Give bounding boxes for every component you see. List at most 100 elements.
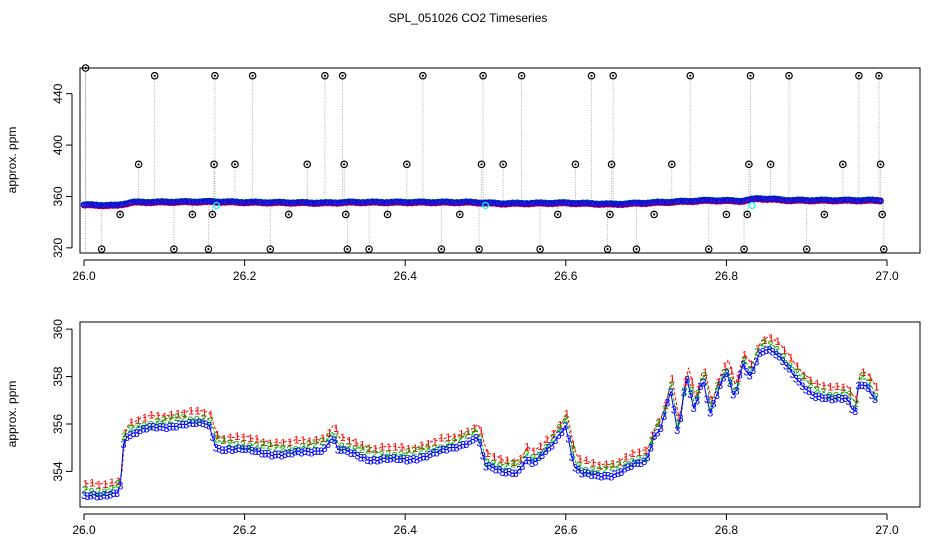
bottom-series-3-point: 3 [216,443,222,455]
bottom-series-2-point: 2 [807,379,813,391]
bottom-series-3-point: 3 [460,440,466,452]
bottom-series-3-point: 3 [223,445,229,457]
bottom-series-3-point: 3 [249,446,255,458]
bottom-series-3-point: 3 [757,348,763,360]
bottom-series-1-point: 1 [293,434,299,446]
top-outlier-center [725,213,728,216]
bottom-series-3-point: 3 [552,435,558,447]
figure-title: SPL_051026 CO2 Timeseries [389,11,548,25]
bottom-series-2-point: 2 [596,465,602,477]
bottom-series-2-point: 2 [655,418,661,430]
bottom-series-2-point: 2 [266,441,272,453]
bottom-series-1-point: 1 [155,410,161,422]
bottom-series-3-point: 3 [806,386,812,398]
bottom-series-2-point: 2 [200,413,206,425]
bottom-series-1-point: 1 [775,336,781,348]
bottom-series-1-point: 1 [537,441,543,453]
bottom-series-3-point: 3 [668,387,674,399]
bottom-series-1-point: 1 [834,381,840,393]
top-outlier-center [84,66,87,70]
bottom-series-1-point: 1 [89,477,95,489]
top-outlier-center [606,248,609,251]
bottom-series-3-point: 3 [457,440,463,452]
top-outlier-point [475,245,483,253]
bottom-series-3-point: 3 [305,446,311,458]
bottom-series-1-point: 1 [696,384,702,396]
bottom-series-3-point: 3 [322,443,328,455]
bottom-series-3-point: 3 [256,446,262,458]
bottom-series-3-point: 3 [714,390,720,402]
bottom-series-2-point: 2 [602,464,608,476]
bottom-series-2-point: 2 [761,338,767,350]
bottom-series-3-point: 3 [335,444,341,456]
bottom-series-2-point: 2 [411,446,417,458]
bottom-series-2-point: 2 [293,445,299,457]
top-outlier-center [742,248,746,251]
bottom-series-3-point: 3 [272,450,278,462]
top-outlier-center [590,74,593,77]
bottom-series-3-point: 3 [315,446,321,458]
bottom-series-1-point: 1 [346,435,352,447]
bottom-series-3-point: 3 [302,446,308,458]
bottom-series-3-point: 3 [358,452,364,464]
bottom-series-3-point: 3 [97,491,103,503]
bottom-series-1-point: 1 [847,386,853,398]
bottom-series-3-point: 3 [569,452,575,464]
top-outlier-point [785,71,793,80]
top-panel: 26.0 26.2 26.4 26.6 26.8 27.0 320 360 400 440 ap… [5,64,921,283]
bottom-series-1-point: 1 [168,409,174,421]
bottom-series-3-point: 3 [407,454,413,466]
top-outlier-point [150,71,159,80]
bottom-series-3-point: 3 [368,456,374,468]
bottom-series-3-point: 3 [209,432,215,444]
bottom-series-1-point: 1 [326,427,332,439]
bottom-series-2-point: 2 [721,367,727,379]
bottom-series-3-point: 3 [279,450,285,462]
bottom-series-1-point: 1 [214,430,220,442]
top-outlier-center [707,248,710,251]
top-outlier-center [841,163,844,166]
bottom-series-2-point: 2 [233,439,239,451]
bottom-series-1-point: 1 [814,379,820,391]
top-outlier-center [287,213,290,216]
bottom-series-3-point: 3 [157,421,163,433]
bottom-series-3-point: 3 [809,390,815,402]
bottom-series-3-point: 3 [747,370,753,382]
bottom-series-3-point: 3 [120,439,126,451]
bottom-series-3-point: 3 [447,443,453,455]
bottom-series-1-point: 1 [544,434,550,446]
top-outlier-center [212,163,216,166]
bottom-series-2-point: 2 [134,421,140,433]
bottom-series-3-point: 3 [81,490,87,502]
bottom-series-1-point: 1 [458,429,464,441]
bottom-series-2-point: 2 [424,443,430,455]
top-outlier-center [421,74,424,77]
top-outlier-point [745,160,753,169]
top-y-tick-label: 320 [51,238,65,258]
top-outlier-point [188,210,197,219]
top-outlier-center [153,74,156,77]
bottom-series-3-point: 3 [88,491,94,503]
top-outlier-point [419,71,427,80]
bottom-series-1-point: 1 [445,432,451,444]
top-outlier-center [747,163,750,166]
bottom-series-3-point: 3 [625,462,631,474]
top-outlier-point [587,71,596,80]
bottom-series-2-point: 2 [444,439,450,451]
bottom-series-1-point: 1 [379,441,385,453]
top-outlier-point [607,160,616,169]
top-outlier-point [340,160,348,169]
bottom-series-3-point: 3 [84,491,90,503]
bottom-series-2-point: 2 [747,365,753,377]
bottom-series-3-point: 3 [374,456,380,468]
bottom-series-2-point: 2 [312,439,318,451]
bottom-series-3-point: 3 [513,468,519,480]
bottom-series-1-point: 1 [307,436,313,448]
bottom-series-3-point: 3 [190,418,196,430]
bottom-series-3-point: 3 [130,428,136,440]
top-outlier-center [612,74,615,77]
bottom-series-3-point: 3 [598,472,604,484]
bottom-series-3-point: 3 [519,461,525,473]
bottom-series-2-point: 2 [715,381,721,393]
bottom-x-tick-label: 26.2 [233,523,257,537]
